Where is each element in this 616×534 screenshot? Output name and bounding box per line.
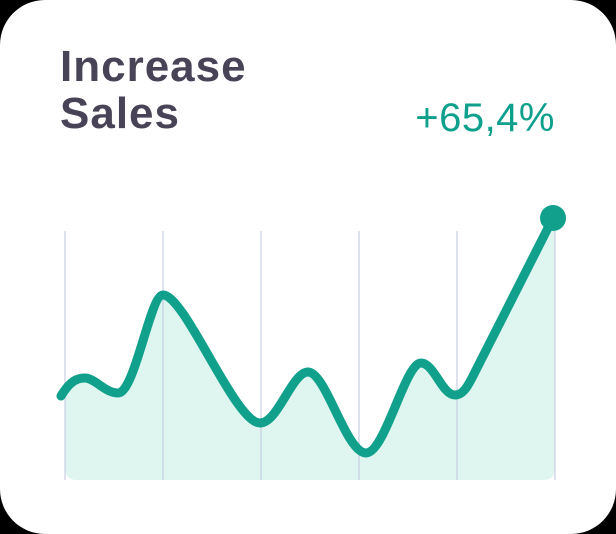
chart-area-fill — [65, 220, 555, 480]
chart-endpoint-dot — [540, 205, 566, 231]
card-title-line1: Increase — [60, 42, 247, 91]
card-title-line2: Sales — [60, 89, 180, 138]
card-title: Increase Sales — [60, 43, 247, 137]
chart-line — [56, 219, 555, 458]
delta-value: +65,4% — [415, 96, 555, 140]
chart-gridlines — [64, 231, 556, 480]
